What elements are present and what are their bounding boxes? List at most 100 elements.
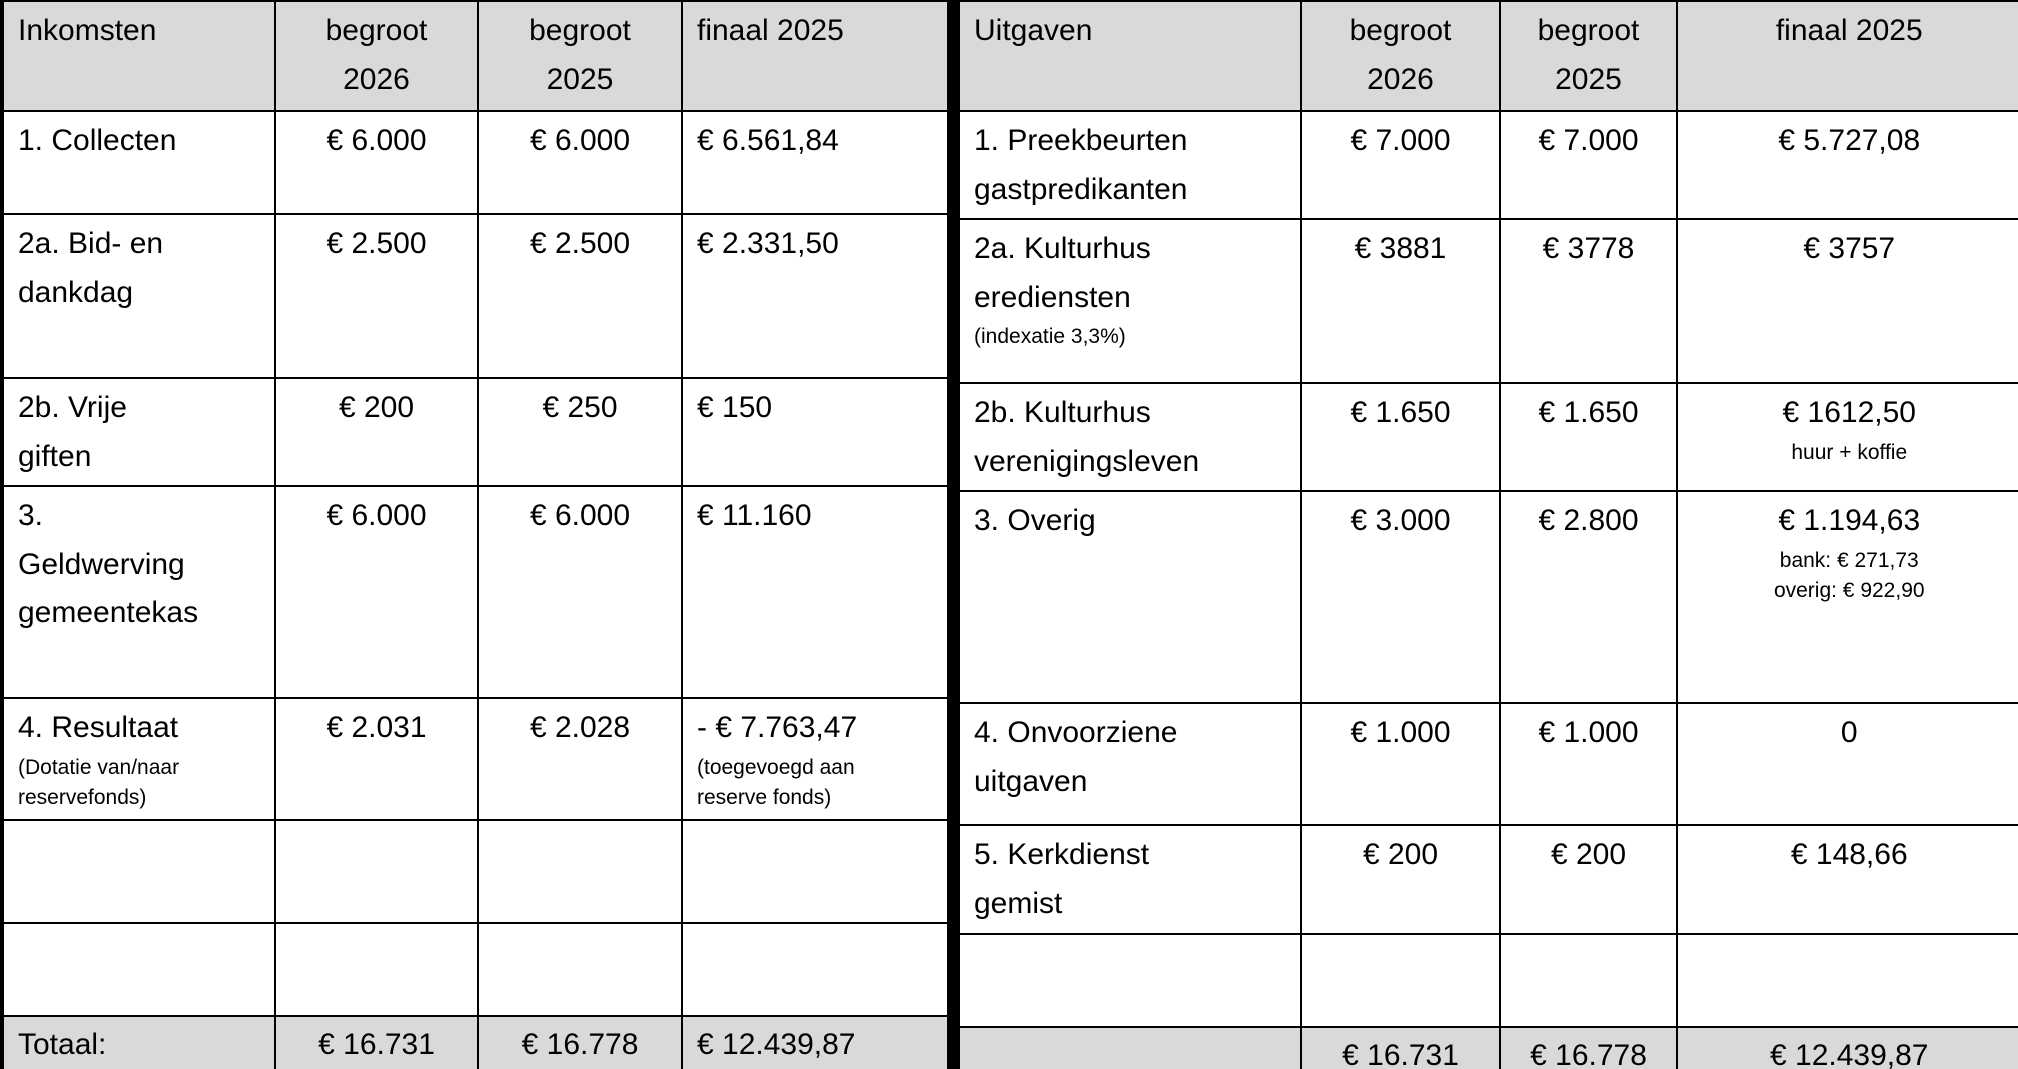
income-total-begroot-2025: € 16.778 <box>477 1015 683 1069</box>
table-row <box>0 922 949 1018</box>
income-total-finaal: € 12.439,87 <box>681 1015 949 1069</box>
finaal-note: bank: € 271,73 overig: € 922,90 <box>1773 548 1925 603</box>
empty-cell <box>0 819 276 925</box>
income-row-finaal: € 2.331,50 <box>681 213 949 379</box>
income-row-begroot-2025: € 2.500 <box>477 213 683 379</box>
income-row-begroot-2025: € 6.000 <box>477 110 683 215</box>
expenses-total-label <box>958 1025 1302 1069</box>
income-table: Inkomsten begroot 2026 begroot 2025 fina… <box>0 0 949 1069</box>
table-row: 3. Geldwerving gemeentekas € 6.000 € 6.0… <box>0 485 949 700</box>
expenses-row-begroot-2025: € 2.800 <box>1499 490 1678 705</box>
income-total-row: Totaal: € 16.731 € 16.778 € 12.439,87 <box>0 1015 949 1069</box>
income-row-label: 2a. Bid- en dankdag <box>0 213 276 379</box>
table-row: 3. Overig € 3.000 € 2.800 € 1.194,63 bank… <box>958 490 2018 705</box>
expenses-row-label: 5. Kerkdienst gemist <box>958 824 1302 935</box>
income-row-begroot-2026: € 2.500 <box>274 213 479 379</box>
expenses-row-label: 3. Overig <box>958 490 1302 705</box>
table-row <box>958 932 2018 1028</box>
income-row-begroot-2025: € 250 <box>477 376 683 488</box>
expenses-total-begroot-2025: € 16.778 <box>1499 1025 1678 1069</box>
income-row-label: 4. Resultaat (Dotatie van/naar reservefon… <box>0 697 276 822</box>
expenses-row-begroot-2025: € 3778 <box>1499 218 1678 385</box>
income-row-begroot-2026: € 2.031 <box>274 697 479 822</box>
income-row-label: 2b. Vrije giften <box>0 376 276 488</box>
income-row-begroot-2026: € 6.000 <box>274 485 479 700</box>
empty-cell <box>958 932 1302 1028</box>
empty-cell <box>1676 932 2018 1028</box>
row-label-note: (Dotatie van/naar reservefonds) <box>18 755 180 810</box>
expenses-col-begroot-2026: begroot 2026 <box>1300 0 1501 112</box>
table-row: 2b. Vrije giften € 200 € 250 € 150 <box>0 376 949 488</box>
expenses-row-finaal: € 3757 <box>1676 218 2018 385</box>
empty-cell <box>274 819 479 925</box>
income-row-finaal: € 6.561,84 <box>681 110 949 215</box>
table-row: 2a. Kulturhus erediensten (indexatie 3,3%… <box>958 218 2018 385</box>
empty-cell <box>1499 932 1678 1028</box>
expenses-row-begroot-2026: € 200 <box>1300 824 1501 935</box>
expenses-row-begroot-2026: € 1.000 <box>1300 702 1501 827</box>
empty-cell <box>681 922 949 1018</box>
table-row: 4. Onvoorziene uitgaven € 1.000 € 1.000 … <box>958 702 2018 827</box>
income-col-begroot-2026: begroot 2026 <box>274 0 479 112</box>
expenses-row-finaal: € 1.194,63 bank: € 271,73 overig: € 922,9… <box>1676 490 2018 705</box>
expenses-total-finaal: € 12.439,87 <box>1676 1025 2018 1069</box>
expenses-table: Uitgaven begroot 2026 begroot 2025 finaa… <box>958 0 2018 1069</box>
expenses-row-begroot-2025: € 7.000 <box>1499 109 1678 221</box>
expenses-row-begroot-2026: € 3881 <box>1300 218 1501 385</box>
income-row-finaal: - € 7.763,47 (toegevoegd aan reserve fond… <box>681 697 949 822</box>
expenses-title: Uitgaven <box>958 0 1302 112</box>
expenses-row-finaal: € 5.727,08 <box>1676 109 2018 221</box>
expenses-col-begroot-2025: begroot 2025 <box>1499 0 1678 112</box>
expenses-total-begroot-2026: € 16.731 <box>1300 1025 1501 1069</box>
income-col-begroot-2025: begroot 2025 <box>477 0 683 112</box>
finaal-value: € 1.194,63 <box>1778 504 1921 538</box>
expenses-header-row: Uitgaven begroot 2026 begroot 2025 finaa… <box>958 0 2018 112</box>
table-row: 2b. Kulturhus verenigingsleven € 1.650 €… <box>958 382 2018 493</box>
expenses-row-begroot-2025: € 1.650 <box>1499 382 1678 493</box>
row-label-text: 2a. Kulturhus erediensten <box>974 232 1151 314</box>
expenses-row-begroot-2025: € 200 <box>1499 824 1678 935</box>
empty-cell <box>477 922 683 1018</box>
expenses-row-label: 2a. Kulturhus erediensten (indexatie 3,3%… <box>958 218 1302 385</box>
finaal-note: (toegevoegd aan reserve fonds) <box>697 755 855 810</box>
table-row: 1. Collecten € 6.000 € 6.000 € 6.561,84 <box>0 110 949 215</box>
income-row-label: 1. Collecten <box>0 110 276 215</box>
expenses-row-begroot-2026: € 7.000 <box>1300 109 1501 221</box>
row-label-note: (indexatie 3,3%) <box>974 325 1126 349</box>
income-row-begroot-2026: € 200 <box>274 376 479 488</box>
table-divider <box>949 0 958 1069</box>
expenses-row-begroot-2025: € 1.000 <box>1499 702 1678 827</box>
expenses-row-begroot-2026: € 1.650 <box>1300 382 1501 493</box>
finaal-value: € 1612,50 <box>1782 396 1916 430</box>
expenses-row-label: 2b. Kulturhus verenigingsleven <box>958 382 1302 493</box>
income-row-finaal: € 150 <box>681 376 949 488</box>
income-col-finaal-2025: finaal 2025 <box>681 0 949 112</box>
expenses-col-finaal-2025: finaal 2025 <box>1676 0 2018 112</box>
expenses-row-label: 1. Preekbeurten gastpredikanten <box>958 109 1302 221</box>
income-header-row: Inkomsten begroot 2026 begroot 2025 fina… <box>0 0 949 112</box>
empty-cell <box>477 819 683 925</box>
empty-cell <box>274 922 479 1018</box>
income-total-begroot-2026: € 16.731 <box>274 1015 479 1069</box>
table-row: 5. Kerkdienst gemist € 200 € 200 € 148,6… <box>958 824 2018 935</box>
expenses-row-finaal: € 1612,50 huur + koffie <box>1676 382 2018 493</box>
table-row: 1. Preekbeurten gastpredikanten € 7.000 … <box>958 109 2018 221</box>
expenses-row-finaal: € 148,66 <box>1676 824 2018 935</box>
income-title: Inkomsten <box>0 0 276 112</box>
income-row-finaal: € 11.160 <box>681 485 949 700</box>
finaal-note: huur + koffie <box>1791 440 1908 464</box>
finaal-value: - € 7.763,47 <box>697 711 858 745</box>
table-row <box>0 819 949 925</box>
empty-cell <box>1300 932 1501 1028</box>
income-total-label: Totaal: <box>0 1015 276 1069</box>
income-row-label: 3. Geldwerving gemeentekas <box>0 485 276 700</box>
expenses-row-begroot-2026: € 3.000 <box>1300 490 1501 705</box>
income-row-begroot-2026: € 6.000 <box>274 110 479 215</box>
table-row: 2a. Bid- en dankdag € 2.500 € 2.500 € 2.… <box>0 213 949 379</box>
table-row: 4. Resultaat (Dotatie van/naar reservefon… <box>0 697 949 822</box>
empty-cell <box>0 922 276 1018</box>
expenses-total-row: € 16.731 € 16.778 € 12.439,87 <box>958 1025 2018 1069</box>
income-row-begroot-2025: € 2.028 <box>477 697 683 822</box>
empty-cell <box>681 819 949 925</box>
